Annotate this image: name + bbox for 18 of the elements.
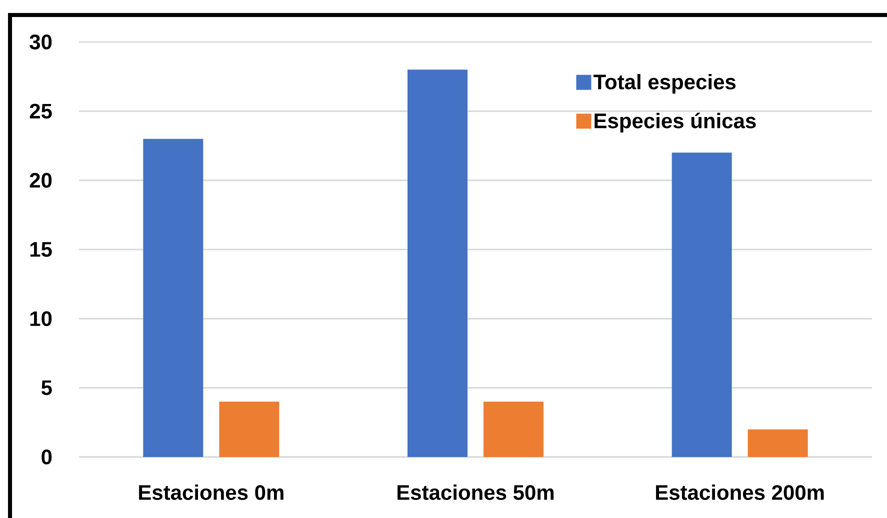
x-tick-label: Estaciones 0m — [139, 484, 284, 500]
y-tick-label: 5 — [41, 380, 52, 396]
x-tick-label: Estaciones 50m — [398, 484, 554, 500]
bar — [484, 402, 544, 457]
y-tick-label: 25 — [30, 104, 52, 119]
bar — [408, 70, 468, 457]
legend-label: Especies únicas — [594, 112, 756, 132]
y-tick-label: 20 — [30, 172, 52, 188]
bar — [672, 152, 732, 457]
x-tick-label: Estaciones 200m — [656, 484, 824, 500]
bar — [219, 402, 280, 457]
y-tick-label: 30 — [30, 34, 52, 50]
bar — [748, 429, 808, 457]
legend-label: Total especies — [593, 74, 736, 94]
y-tick-label: 15 — [30, 242, 52, 257]
y-tick-label: 0 — [42, 450, 52, 464]
y-tick-label: 10 — [30, 311, 52, 326]
bar — [143, 138, 204, 457]
